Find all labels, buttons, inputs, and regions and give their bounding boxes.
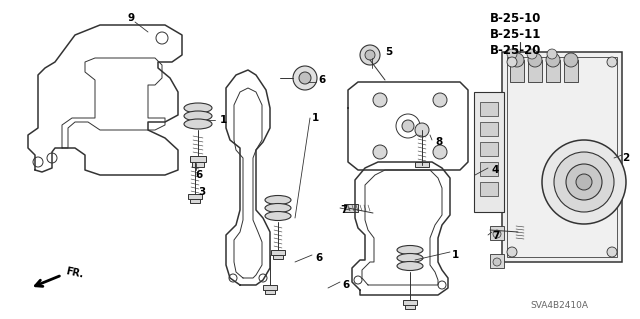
Bar	[480, 102, 498, 116]
Bar	[546, 60, 560, 82]
Text: FR.: FR.	[65, 266, 84, 280]
Bar	[344, 204, 358, 212]
Text: 1: 1	[220, 115, 227, 125]
Bar	[490, 198, 504, 212]
Circle shape	[507, 57, 517, 67]
Circle shape	[546, 53, 560, 67]
Circle shape	[402, 120, 414, 132]
Ellipse shape	[265, 196, 291, 204]
Text: 1: 1	[452, 250, 460, 260]
Bar	[490, 226, 504, 240]
Bar	[190, 156, 206, 162]
Bar	[480, 182, 498, 196]
Bar	[528, 60, 542, 82]
Bar	[480, 142, 498, 156]
Circle shape	[433, 93, 447, 107]
Bar	[490, 114, 504, 128]
Circle shape	[365, 50, 375, 60]
Ellipse shape	[184, 119, 212, 129]
Bar	[415, 162, 429, 167]
Circle shape	[373, 93, 387, 107]
Circle shape	[293, 66, 317, 90]
Circle shape	[607, 57, 617, 67]
Bar	[474, 92, 504, 212]
Ellipse shape	[265, 211, 291, 220]
Text: B-25-10: B-25-10	[490, 11, 541, 25]
Text: 3: 3	[198, 187, 205, 197]
Circle shape	[493, 174, 501, 182]
Bar	[490, 170, 504, 184]
Circle shape	[507, 247, 517, 257]
Circle shape	[493, 146, 501, 154]
Ellipse shape	[184, 103, 212, 113]
Ellipse shape	[184, 111, 212, 121]
Text: B-25-20: B-25-20	[490, 43, 541, 56]
Circle shape	[493, 118, 501, 126]
Text: 5: 5	[385, 47, 392, 57]
Bar	[502, 52, 622, 262]
Circle shape	[493, 202, 501, 210]
Circle shape	[547, 49, 557, 59]
Circle shape	[566, 164, 602, 200]
Circle shape	[415, 123, 429, 137]
Bar	[271, 250, 285, 255]
Text: 1: 1	[312, 113, 319, 123]
Ellipse shape	[397, 262, 423, 271]
Bar	[480, 162, 498, 176]
Bar	[403, 300, 417, 305]
Circle shape	[493, 230, 501, 238]
Bar	[490, 142, 504, 156]
Text: 8: 8	[435, 137, 442, 147]
Circle shape	[433, 145, 447, 159]
Text: 7: 7	[340, 205, 348, 215]
Bar	[507, 57, 617, 257]
Text: 2: 2	[622, 153, 629, 163]
Bar	[263, 285, 277, 290]
Ellipse shape	[397, 254, 423, 263]
Circle shape	[542, 140, 626, 224]
Text: 6: 6	[315, 253, 323, 263]
Bar	[190, 199, 200, 203]
Bar	[480, 122, 498, 136]
Bar	[490, 254, 504, 268]
Circle shape	[360, 45, 380, 65]
Text: 6: 6	[318, 75, 325, 85]
Text: B-25-11: B-25-11	[490, 27, 541, 41]
Bar	[265, 290, 275, 294]
Ellipse shape	[265, 204, 291, 212]
Circle shape	[507, 49, 517, 59]
Circle shape	[373, 145, 387, 159]
Circle shape	[564, 53, 578, 67]
Text: 6: 6	[195, 170, 202, 180]
Text: 7: 7	[492, 231, 499, 241]
Circle shape	[554, 152, 614, 212]
Text: 6: 6	[342, 280, 349, 290]
Text: SVA4B2410A: SVA4B2410A	[530, 300, 588, 309]
Bar	[405, 305, 415, 309]
Bar	[510, 60, 524, 82]
Text: 4: 4	[492, 165, 499, 175]
Circle shape	[527, 49, 537, 59]
Text: 9: 9	[128, 13, 135, 23]
Circle shape	[607, 247, 617, 257]
Circle shape	[510, 53, 524, 67]
Ellipse shape	[397, 246, 423, 255]
Circle shape	[299, 72, 311, 84]
Bar	[188, 194, 202, 199]
Bar	[516, 226, 524, 240]
Circle shape	[493, 258, 501, 266]
Bar	[273, 255, 283, 259]
Circle shape	[576, 174, 592, 190]
Circle shape	[528, 53, 542, 67]
Bar	[564, 60, 578, 82]
Bar	[192, 162, 204, 167]
